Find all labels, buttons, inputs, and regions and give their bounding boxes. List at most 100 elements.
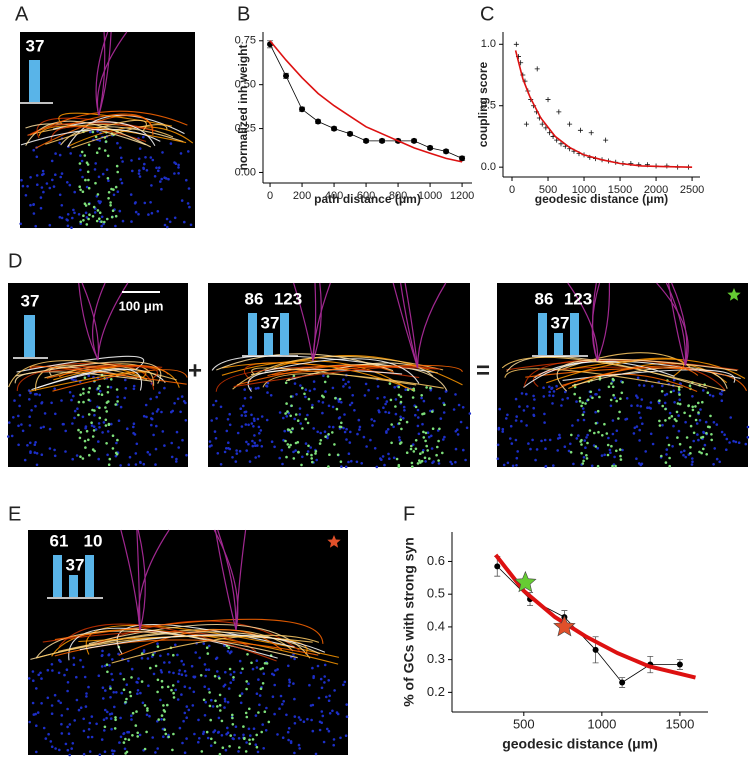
active-cell-dot xyxy=(107,191,111,194)
cell-dot xyxy=(293,382,297,385)
cell-dot xyxy=(255,444,259,447)
cell-dot xyxy=(155,395,158,399)
active-cell-dot xyxy=(213,674,217,678)
cell-dot xyxy=(234,460,238,463)
cell-dot xyxy=(232,670,236,674)
cell-dot xyxy=(17,414,20,418)
cell-dot xyxy=(358,425,362,429)
cell-dot xyxy=(514,438,518,442)
cell-dot xyxy=(36,711,40,714)
cell-dot xyxy=(39,206,43,210)
cell-dot xyxy=(208,445,212,448)
cell-dot xyxy=(367,388,370,392)
cell-dot xyxy=(188,205,191,209)
cell-dot xyxy=(120,156,123,160)
data-point xyxy=(558,141,564,147)
data-point xyxy=(283,72,290,79)
cell-dot xyxy=(29,391,32,395)
cell-dot xyxy=(271,672,274,676)
data-point xyxy=(556,109,562,115)
inset-number: 37 xyxy=(551,313,570,332)
cell-dot xyxy=(586,433,589,437)
cell-dot xyxy=(151,158,155,162)
active-cell-dot xyxy=(322,395,325,399)
x-tick-label: 1500 xyxy=(608,184,632,196)
active-cell-dot xyxy=(104,424,108,427)
cell-dot xyxy=(454,447,458,451)
y-axis-label: % of GCs with strong syn xyxy=(401,537,417,707)
active-cell-dot xyxy=(130,676,133,679)
cell-dot xyxy=(53,448,56,452)
cell-dot xyxy=(691,395,694,398)
cell-dot xyxy=(183,669,187,673)
active-cell-dot xyxy=(615,449,618,453)
active-cell-dot xyxy=(617,417,620,420)
active-cell-dot xyxy=(111,209,115,212)
cell-dot xyxy=(252,417,256,421)
active-cell-dot xyxy=(580,404,583,408)
active-cell-dot xyxy=(200,750,204,753)
active-cell-dot xyxy=(667,443,671,447)
inset-number: 123 xyxy=(564,289,592,308)
cell-dot xyxy=(293,417,297,421)
cell-dot xyxy=(644,450,647,453)
cell-dot xyxy=(237,737,241,740)
cell-dot xyxy=(641,422,644,426)
y-axis-label: coupling score xyxy=(476,62,490,148)
cell-dot xyxy=(247,727,251,731)
cell-dot xyxy=(673,401,676,404)
axon xyxy=(264,358,420,384)
active-cell-dot xyxy=(319,439,323,442)
cell-dot xyxy=(665,392,669,396)
cell-dot xyxy=(186,202,190,205)
active-cell-dot xyxy=(289,430,293,434)
micrograph xyxy=(496,282,750,468)
cell-dot xyxy=(92,425,96,429)
cell-dot xyxy=(152,672,156,676)
cell-dot xyxy=(190,664,194,668)
cell-dot xyxy=(542,386,545,390)
cell-dot xyxy=(212,730,215,734)
cell-dot xyxy=(160,671,163,674)
active-cell-dot xyxy=(77,413,80,417)
dendrite xyxy=(138,529,170,631)
active-cell-dot xyxy=(677,388,681,391)
active-cell-dot xyxy=(610,444,613,448)
active-cell-dot xyxy=(156,678,160,682)
cell-dot xyxy=(672,424,675,428)
cell-dot xyxy=(156,408,160,411)
cell-dot xyxy=(287,664,290,668)
active-cell-dot xyxy=(259,667,263,671)
active-cell-dot xyxy=(95,219,99,223)
cell-dot xyxy=(145,415,148,419)
active-cell-dot xyxy=(90,421,93,425)
active-cell-dot xyxy=(243,737,246,740)
cell-dot xyxy=(235,449,238,452)
cell-dot xyxy=(514,397,518,401)
cell-dot xyxy=(636,376,640,380)
cell-dot xyxy=(298,407,302,410)
axon xyxy=(232,355,444,390)
cell-dot xyxy=(183,751,187,754)
active-cell-dot xyxy=(79,431,83,434)
cell-dot xyxy=(42,425,45,429)
cell-dot xyxy=(21,184,25,188)
cell-dot xyxy=(382,406,385,410)
cell-dot xyxy=(548,394,551,397)
cell-dot xyxy=(639,405,643,408)
active-cell-dot xyxy=(611,385,615,389)
cell-dot xyxy=(327,404,331,408)
active-cell-dot xyxy=(259,687,263,690)
active-cell-dot xyxy=(106,177,110,180)
cell-dot xyxy=(17,443,20,447)
active-cell-dot xyxy=(156,645,160,648)
cell-dot xyxy=(609,404,613,408)
cell-dot xyxy=(40,453,44,457)
active-cell-dot xyxy=(611,464,614,468)
active-cell-dot xyxy=(694,418,698,422)
cell-dot xyxy=(72,663,76,666)
cell-dot xyxy=(394,398,398,401)
cell-dot xyxy=(746,425,750,429)
cell-dot xyxy=(210,419,213,422)
cell-dot xyxy=(414,413,417,417)
